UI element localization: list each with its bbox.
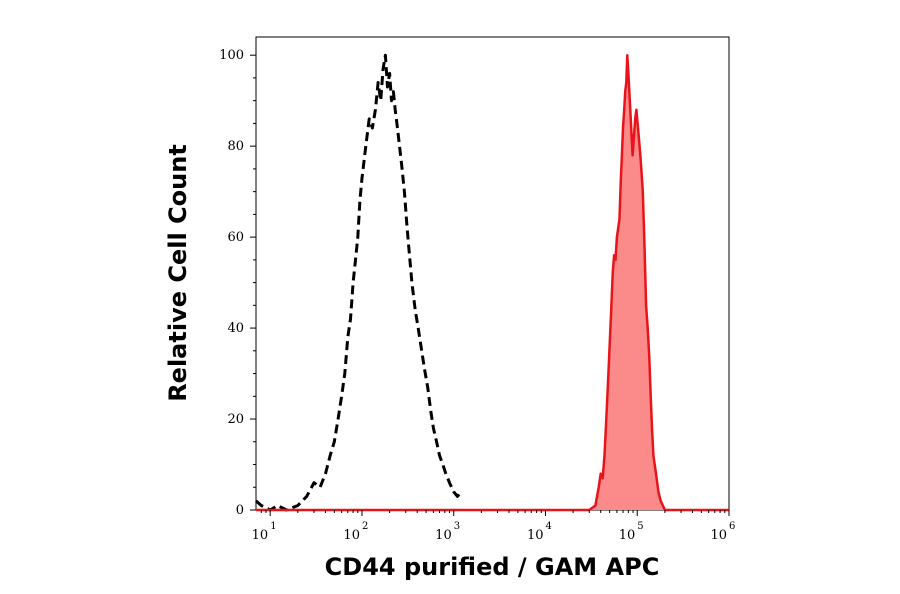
x-tick-exponent: 4: [545, 521, 551, 532]
series-layer: [255, 53, 729, 512]
y-tick-label: 20: [227, 412, 244, 427]
y-minor-ticks: [253, 77, 256, 488]
y-tick-label: 40: [227, 321, 244, 336]
x-tick-exponent: 2: [362, 521, 368, 532]
x-tick-label: 10: [710, 528, 727, 543]
x-tick-label: 10: [343, 528, 360, 543]
series-0-line: [255, 53, 463, 512]
y-ticks: 0 20 40 60 80 100: [219, 48, 256, 518]
y-tick-label: 60: [227, 230, 244, 245]
x-tick-label: 10: [435, 528, 452, 543]
x-tick-exponent: 1: [270, 521, 276, 532]
x-axis-title: CD44 purified / GAM APC: [325, 553, 660, 581]
x-tick-exponent: 5: [637, 521, 643, 532]
series-1-line: [256, 53, 729, 512]
plot-frame: [255, 36, 730, 511]
y-axis-title: Relative Cell Count: [164, 144, 192, 402]
y-tick-label: 0: [236, 503, 244, 518]
y-tick-label: 80: [227, 139, 244, 154]
x-tick-exponent: 6: [729, 521, 735, 532]
x-minor-ticks: [260, 510, 726, 513]
x-tick-label: 10: [619, 528, 636, 543]
series-1-area: [256, 55, 729, 510]
x-tick-exponent: 3: [454, 521, 460, 532]
y-tick-label: 100: [219, 48, 244, 63]
x-tick-label: 10: [252, 528, 269, 543]
x-tick-label: 10: [527, 528, 544, 543]
